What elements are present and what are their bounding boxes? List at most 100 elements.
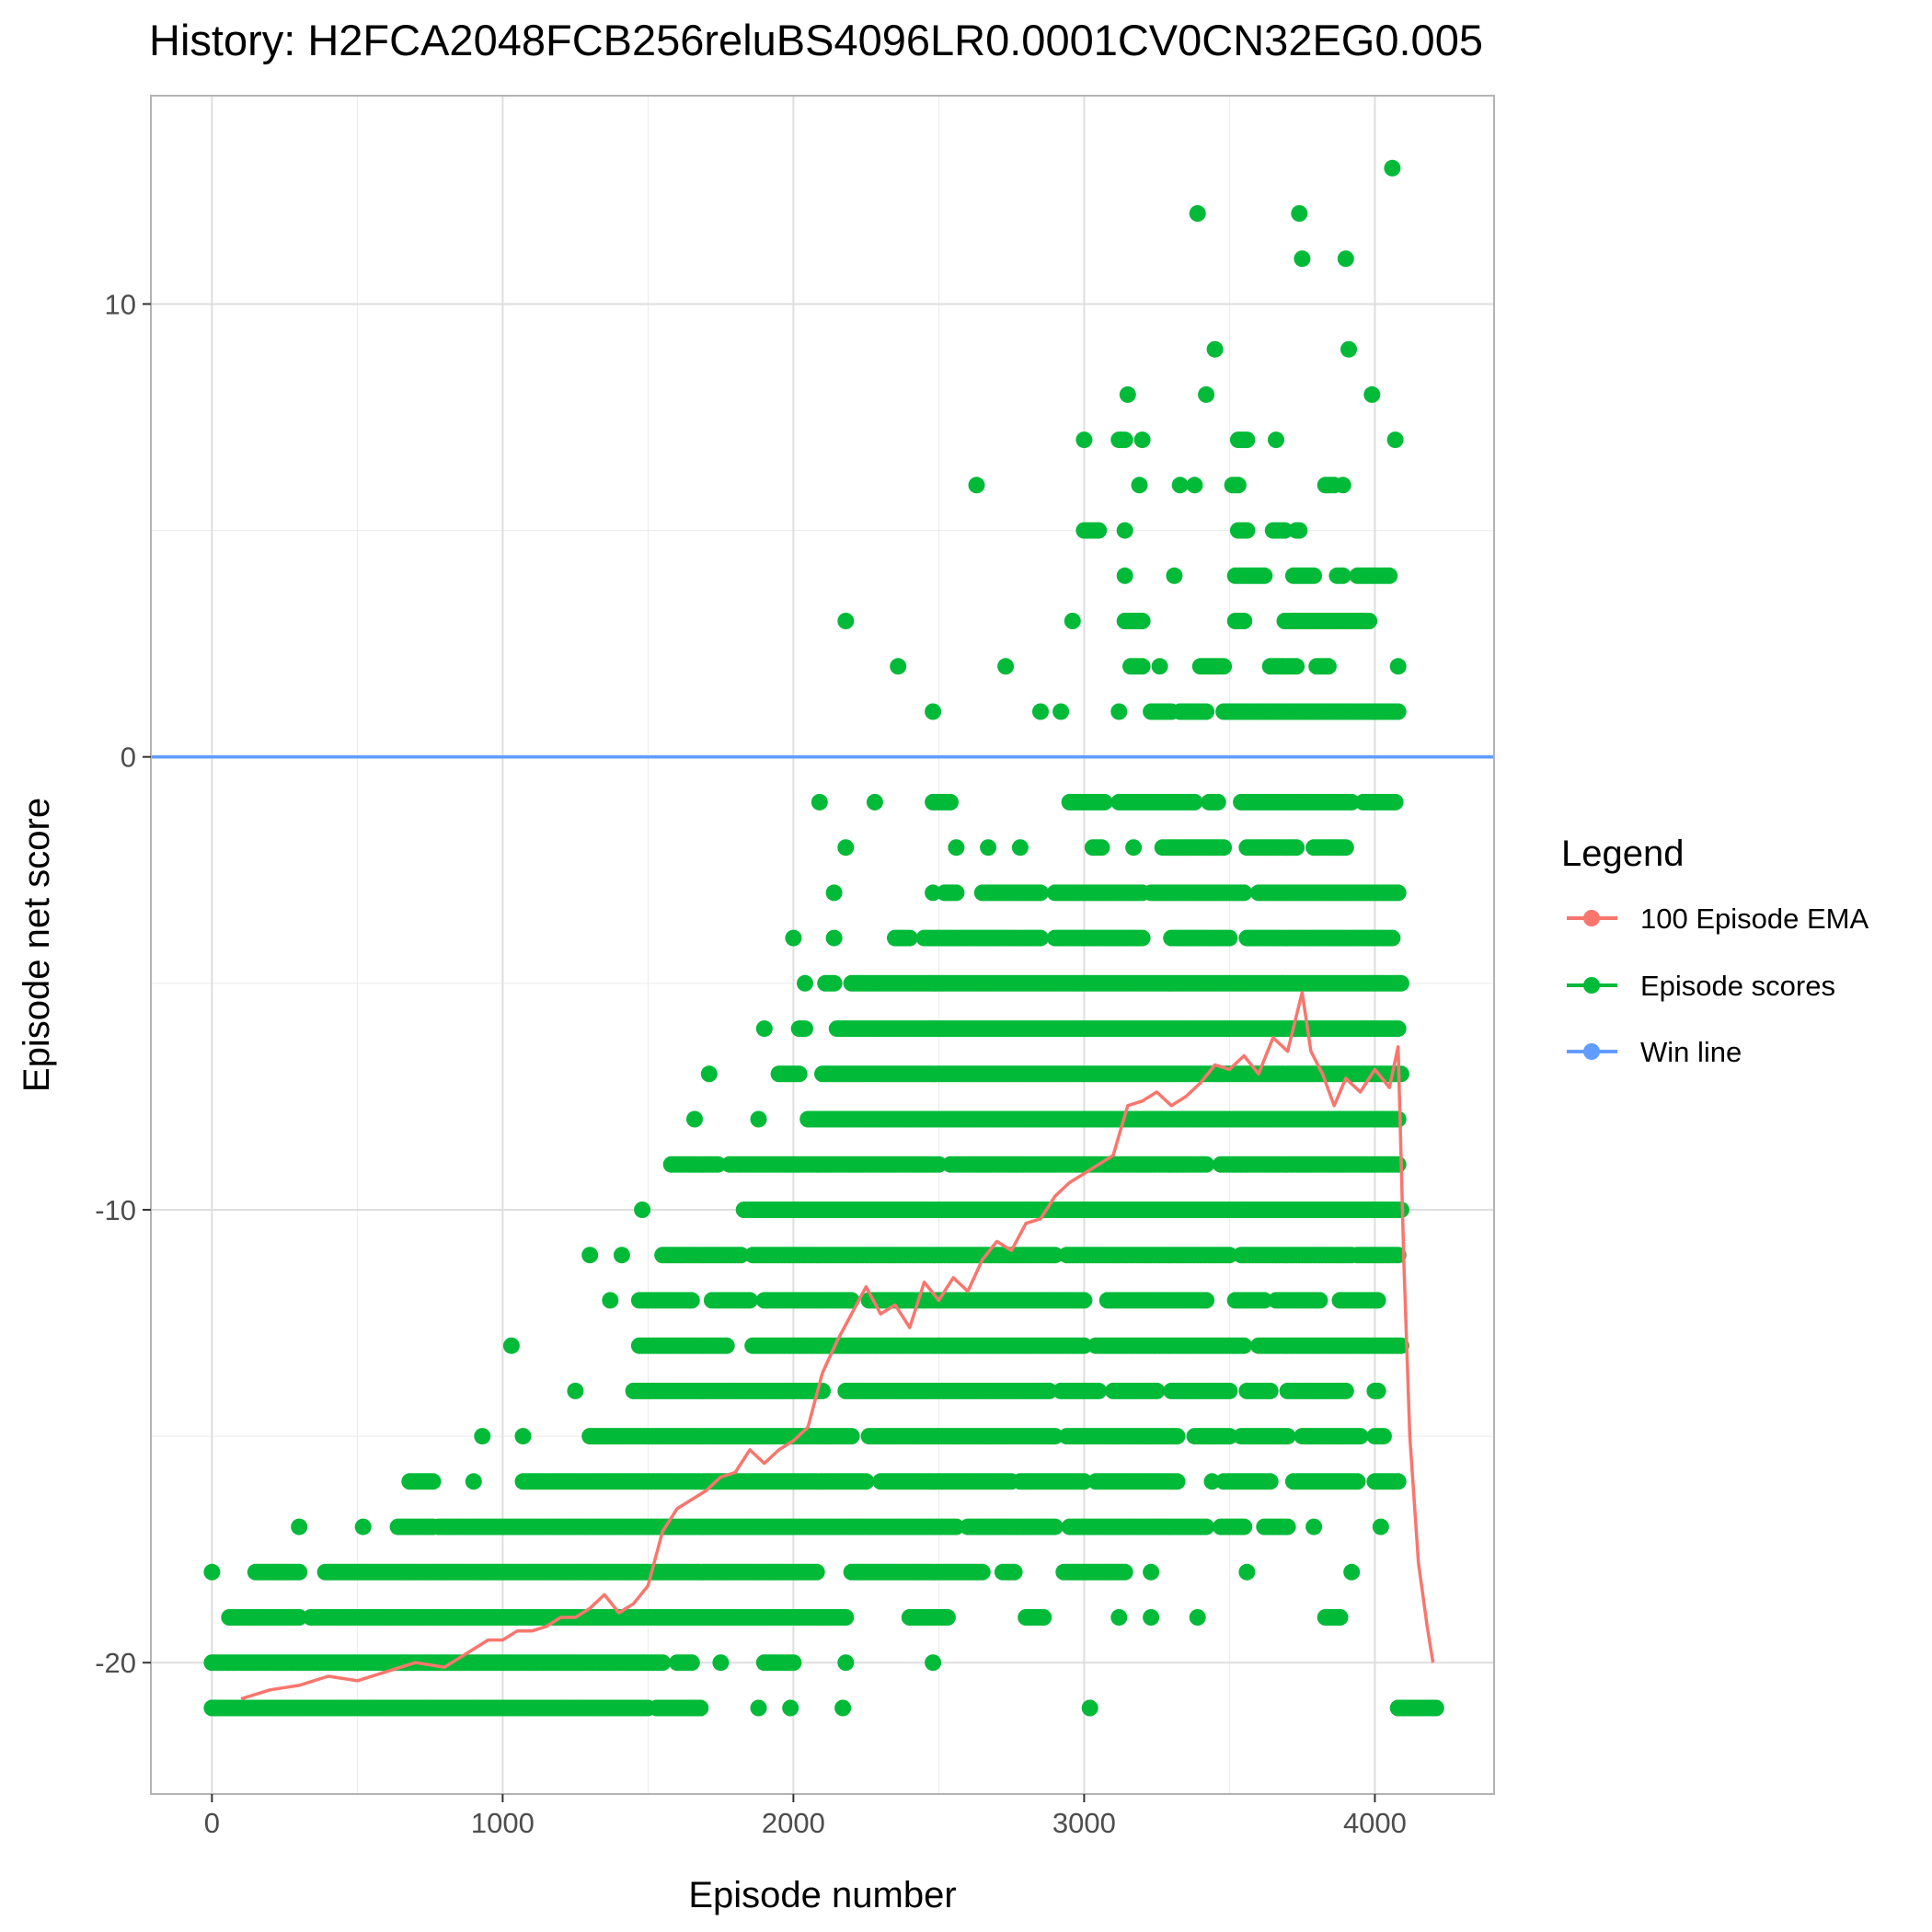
score-point — [1279, 1518, 1296, 1535]
score-point — [942, 793, 959, 811]
score-point — [291, 1518, 308, 1535]
score-point — [654, 1654, 672, 1672]
score-point — [1133, 613, 1151, 629]
score-point — [1171, 477, 1189, 494]
score-point — [700, 1065, 718, 1083]
x-tick-label: 4000 — [1343, 1807, 1407, 1839]
score-point — [890, 658, 907, 675]
score-point — [1236, 1337, 1253, 1354]
score-point — [1337, 250, 1354, 268]
score-point — [866, 793, 883, 811]
score-point — [1189, 1609, 1206, 1626]
score-point — [1064, 613, 1081, 629]
score-point — [1291, 522, 1308, 539]
score-point — [980, 839, 997, 857]
legend-item-ema: 100 Episode EMA — [1567, 903, 1869, 935]
x-tick-label: 1000 — [471, 1807, 535, 1839]
y-tick-label: 10 — [105, 288, 136, 320]
score-point — [1075, 1292, 1093, 1309]
score-point — [1229, 477, 1247, 494]
score-point — [837, 1654, 855, 1672]
score-point — [1032, 929, 1049, 947]
legend-win-dot-key — [1583, 1043, 1600, 1060]
legend-label-win: Win line — [1640, 1036, 1742, 1068]
score-point — [782, 1699, 799, 1717]
score-point — [613, 1247, 630, 1264]
y-axis-title: Episode net score — [17, 798, 57, 1092]
score-point — [1075, 1337, 1093, 1354]
score-point — [1151, 658, 1168, 675]
score-point — [1032, 703, 1049, 720]
score-point — [1215, 658, 1233, 675]
score-point — [837, 839, 855, 857]
score-point — [1319, 658, 1337, 675]
score-point — [1343, 1563, 1361, 1581]
score-point — [718, 1337, 735, 1354]
score-point — [1186, 793, 1203, 811]
score-point — [1340, 340, 1357, 358]
y-tick-label: -10 — [95, 1194, 136, 1226]
score-point — [1125, 839, 1143, 857]
score-point — [1392, 974, 1409, 992]
score-point — [1116, 522, 1133, 539]
score-point — [1203, 1473, 1221, 1490]
score-point — [1198, 385, 1215, 403]
score-point — [1268, 431, 1284, 449]
score-point — [1133, 929, 1151, 947]
score-point — [1374, 1428, 1392, 1445]
episode-scores-points — [203, 159, 1444, 1717]
score-point — [1349, 1473, 1366, 1490]
score-point — [1389, 1473, 1407, 1490]
x-tick-label: 0 — [204, 1807, 220, 1839]
score-point — [1389, 703, 1407, 720]
score-point — [837, 613, 855, 629]
score-point — [901, 929, 918, 947]
score-point — [1236, 613, 1253, 629]
score-point — [1305, 567, 1323, 584]
score-point — [1221, 1382, 1238, 1399]
score-point — [1386, 793, 1404, 811]
score-point — [750, 1699, 767, 1717]
score-point — [291, 1563, 308, 1581]
x-tick-label: 2000 — [762, 1807, 825, 1839]
score-point — [843, 1428, 860, 1445]
score-point — [1389, 1020, 1407, 1038]
score-point — [925, 1654, 942, 1672]
score-point — [790, 1065, 808, 1083]
score-point — [1389, 884, 1407, 902]
score-point — [1143, 1563, 1160, 1581]
score-point — [1369, 1382, 1386, 1399]
score-point — [1209, 793, 1226, 811]
score-point — [948, 839, 965, 857]
score-point — [938, 1609, 956, 1626]
score-point — [1116, 1563, 1133, 1581]
score-point — [1291, 205, 1308, 222]
score-point — [683, 1292, 700, 1309]
x-axis-ticks: 0 1000 2000 3000 4000 — [204, 1794, 1407, 1839]
score-point — [925, 703, 942, 720]
score-point — [1189, 205, 1206, 222]
score-point — [1311, 1292, 1328, 1309]
legend-label-scores: Episode scores — [1640, 970, 1835, 1002]
score-point — [1337, 1382, 1354, 1399]
score-point — [797, 1020, 813, 1038]
score-point — [797, 974, 813, 992]
score-point — [1351, 1428, 1369, 1445]
score-point — [785, 1654, 802, 1672]
score-point — [1337, 839, 1354, 857]
score-point — [1279, 1428, 1296, 1445]
score-point — [581, 1247, 599, 1264]
score-point — [825, 974, 843, 992]
y-tick-label: -20 — [95, 1647, 136, 1679]
score-point — [474, 1428, 491, 1445]
score-point — [1305, 1518, 1323, 1535]
score-point — [502, 1337, 520, 1354]
score-point — [1133, 431, 1151, 449]
score-point — [1236, 1518, 1253, 1535]
score-point — [1133, 658, 1151, 675]
score-point — [634, 1202, 651, 1218]
score-point — [1143, 1609, 1160, 1626]
score-point — [1369, 1292, 1386, 1309]
score-point — [1288, 839, 1305, 857]
